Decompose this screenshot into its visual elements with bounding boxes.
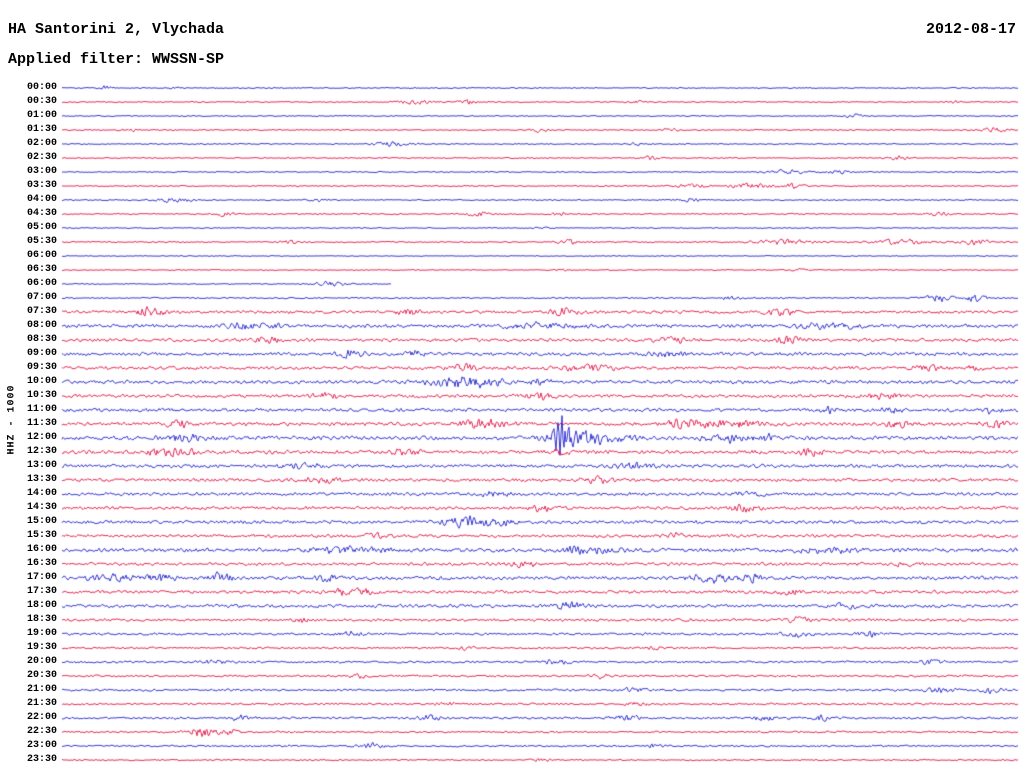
row-time-label: 13:00 bbox=[26, 460, 57, 471]
row-time-label: 08:30 bbox=[26, 334, 57, 345]
station-title: HA Santorini 2, Vlychada bbox=[8, 21, 225, 38]
row-time-label: 01:00 bbox=[26, 110, 57, 121]
row-time-label: 21:00 bbox=[26, 684, 57, 695]
row-time-label: 22:30 bbox=[26, 726, 57, 737]
row-time-label: 12:00 bbox=[26, 432, 57, 443]
row-time-label: 07:30 bbox=[26, 306, 57, 317]
row-time-label: 19:30 bbox=[26, 642, 57, 653]
row-time-label: 17:30 bbox=[26, 586, 57, 597]
row-time-label: 13:30 bbox=[26, 474, 57, 485]
row-time-label: 10:00 bbox=[26, 376, 57, 387]
row-time-label: 02:30 bbox=[26, 152, 57, 163]
row-time-label: 19:00 bbox=[26, 628, 57, 639]
row-time-label: 14:30 bbox=[26, 502, 57, 513]
row-time-label: 00:00 bbox=[26, 82, 57, 93]
row-time-label: 08:00 bbox=[26, 320, 57, 331]
row-time-label: 07:00 bbox=[26, 292, 57, 303]
row-time-label: 23:00 bbox=[26, 740, 57, 751]
row-time-label: 18:30 bbox=[26, 614, 57, 625]
row-time-label: 23:30 bbox=[26, 754, 57, 765]
row-time-label: 14:00 bbox=[26, 488, 57, 499]
row-time-label: 09:00 bbox=[26, 348, 57, 359]
row-time-label: 17:00 bbox=[26, 572, 57, 583]
row-time-label: 06:00 bbox=[26, 278, 57, 289]
row-time-label: 15:30 bbox=[26, 530, 57, 541]
filter-label: Applied filter: WWSSN-SP bbox=[8, 51, 225, 68]
row-time-label: 15:00 bbox=[26, 516, 57, 527]
row-time-label: 11:00 bbox=[26, 404, 57, 415]
row-time-label: 06:30 bbox=[26, 264, 57, 275]
row-time-label: 02:00 bbox=[26, 138, 57, 149]
row-time-label: 09:30 bbox=[26, 362, 57, 373]
row-time-label: 06:00 bbox=[26, 250, 57, 261]
row-time-label: 16:30 bbox=[26, 558, 57, 569]
row-time-label: 05:00 bbox=[26, 222, 57, 233]
row-time-label: 03:30 bbox=[26, 180, 57, 191]
row-time-label: 20:30 bbox=[26, 670, 57, 681]
row-time-label: 20:00 bbox=[26, 656, 57, 667]
row-time-label: 21:30 bbox=[26, 698, 57, 709]
row-time-label: 16:00 bbox=[26, 544, 57, 555]
row-time-label: 04:30 bbox=[26, 208, 57, 219]
row-time-label: 10:30 bbox=[26, 390, 57, 401]
row-time-label: 18:00 bbox=[26, 600, 57, 611]
row-time-label: 11:30 bbox=[26, 418, 57, 429]
row-time-label: 04:00 bbox=[26, 194, 57, 205]
row-time-label: 05:30 bbox=[26, 236, 57, 247]
row-time-label: 22:00 bbox=[26, 712, 57, 723]
row-time-label: 12:30 bbox=[26, 446, 57, 457]
row-time-label: 01:30 bbox=[26, 124, 57, 135]
row-time-label: 03:00 bbox=[26, 166, 57, 177]
record-date: 2012-08-17 bbox=[925, 21, 1016, 38]
row-time-label: 00:30 bbox=[26, 96, 57, 107]
